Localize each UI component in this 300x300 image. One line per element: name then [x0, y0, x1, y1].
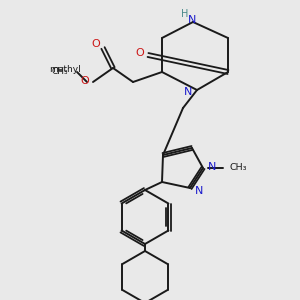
Text: O: O: [92, 39, 100, 49]
Text: CH₃: CH₃: [51, 67, 68, 76]
Text: H: H: [181, 9, 189, 19]
Text: O: O: [136, 48, 144, 58]
Text: N: N: [195, 186, 203, 196]
Text: N: N: [208, 162, 216, 172]
Text: N: N: [184, 87, 192, 97]
Text: O: O: [81, 76, 89, 86]
Text: N: N: [188, 15, 196, 25]
Text: methyl: methyl: [49, 65, 81, 74]
Text: CH₃: CH₃: [230, 164, 247, 172]
